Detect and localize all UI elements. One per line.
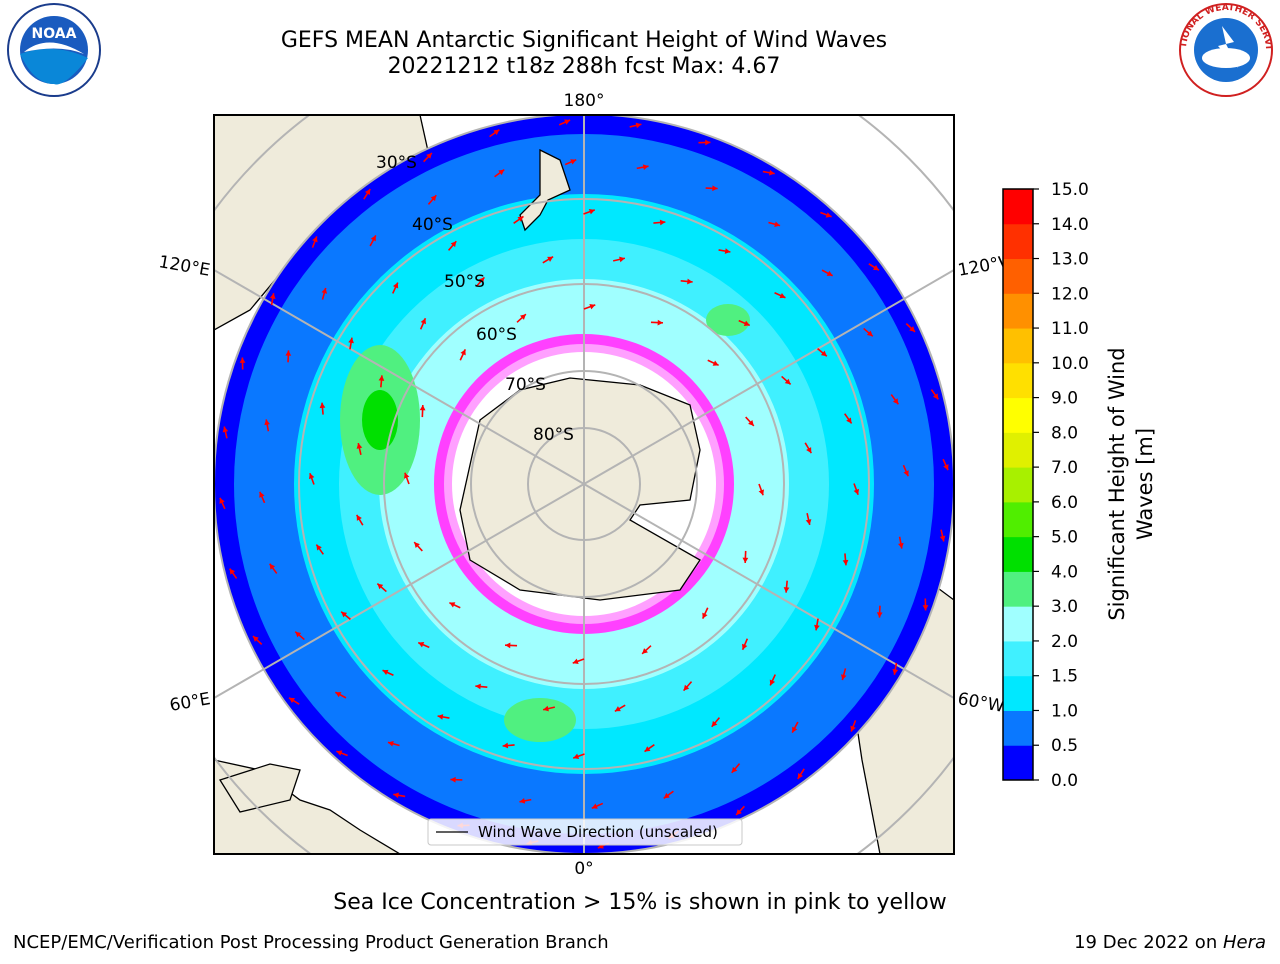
lat-label-60s: 60°S (476, 325, 517, 345)
wave-zone-peak-west (362, 390, 398, 450)
caption: Sea Ice Concentration > 15% is shown in … (0, 890, 1280, 915)
lat-label-40s: 40°S (412, 215, 453, 235)
lat-label-30s: 30°S (376, 153, 417, 173)
wave-zone-high-south (504, 698, 576, 742)
legend-text: Wind Wave Direction (unscaled) (478, 823, 718, 841)
lon-label-upper-left: 120°E (157, 252, 211, 281)
lat-label-50s: 50°S (444, 272, 485, 292)
land-antarctica (460, 378, 700, 600)
lat-label-70s: 70°S (505, 375, 546, 395)
footer-machine: Hera (1223, 932, 1266, 953)
footer-right: 19 Dec 2022 on Hera (1074, 932, 1266, 953)
footer-left: NCEP/EMC/Verification Post Processing Pr… (13, 932, 609, 953)
lon-label-top: 180° (564, 91, 605, 111)
lon-label-lower-right: 60°W (956, 689, 1006, 717)
lat-label-80s: 80°S (533, 425, 574, 445)
map-legend: Wind Wave Direction (unscaled) (428, 819, 742, 845)
lon-label-lower-left: 60°E (168, 689, 212, 716)
lon-label-upper-right: 120°W (956, 251, 1017, 281)
lon-label-bottom: 0° (574, 859, 593, 879)
footer-date: 19 Dec 2022 on (1074, 932, 1223, 953)
